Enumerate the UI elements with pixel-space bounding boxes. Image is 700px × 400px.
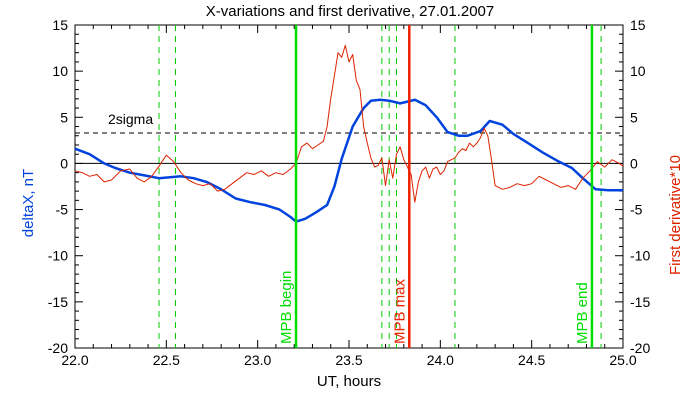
y-tick-label-right: -10	[630, 248, 650, 264]
marker-label: MPB begin	[278, 271, 295, 344]
y-tick-label-left: -10	[48, 248, 68, 264]
y-tick-label-left: 15	[52, 17, 68, 33]
x-tick-label: 22.0	[61, 352, 88, 368]
x-tick-label: 22.5	[153, 352, 180, 368]
x-tick-label: 23.0	[244, 352, 271, 368]
x-tick-label: 23.5	[335, 352, 362, 368]
y-tick-label-right: 5	[630, 109, 638, 125]
y-tick-label-right: -20	[630, 340, 650, 356]
plot-frame	[74, 24, 624, 349]
x-tick-label: 25.0	[609, 352, 636, 368]
reference-lines-layer: 2sigma	[75, 25, 623, 348]
y-tick-label-left: -15	[48, 294, 68, 310]
markers-layer: MPB begin MPB max MPB end	[278, 25, 594, 348]
y-axis-label-left: deltaX, nT	[20, 169, 37, 237]
y-tick-label-right: 15	[630, 17, 646, 33]
y-tick-label-right: 0	[630, 155, 638, 171]
series-layer	[74, 44, 624, 223]
y-tick-label-right: -5	[630, 202, 643, 218]
y-tick-label-right: 10	[630, 63, 646, 79]
ticks-layer: 22.0 22.5 23.0 23.5 24.0 24.5 25.0-20-15-10-50…	[48, 17, 651, 368]
y-tick-label-left: 0	[60, 155, 68, 171]
y-tick-label-left: -20	[48, 340, 68, 356]
chart-title: X-variations and first derivative, 27.01…	[206, 3, 495, 20]
marker-label: MPB end	[574, 282, 591, 344]
y-tick-label-left: -5	[56, 202, 69, 218]
x-tick-label: 24.5	[518, 352, 545, 368]
y-axis-label-right: First derivative*10	[667, 155, 684, 275]
y-tick-label-left: 10	[52, 63, 68, 79]
y-tick-label-right: -15	[630, 294, 650, 310]
derivative-line	[74, 44, 624, 203]
threshold-label: 2sigma	[108, 111, 153, 127]
x-axis-label: UT, hours	[317, 373, 381, 390]
y-tick-label-left: 5	[60, 109, 68, 125]
x-tick-label: 24.0	[427, 352, 454, 368]
marker-label: MPB max	[391, 278, 408, 344]
deltax-line	[74, 98, 623, 223]
